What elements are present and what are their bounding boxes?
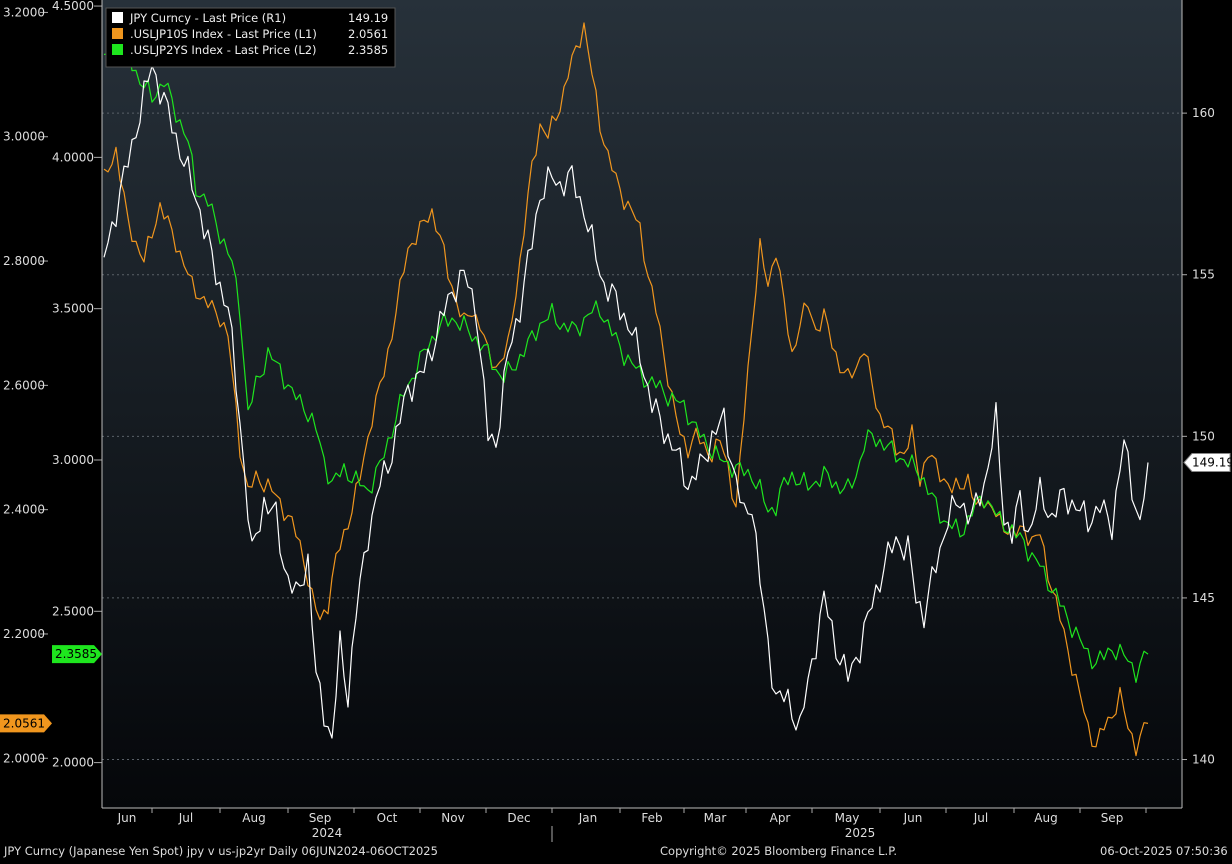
tag-us10jp-bg <box>0 714 52 733</box>
footer: JPY Curncy (Japanese Yen Spot) jpy v us-… <box>3 844 1228 858</box>
grid <box>102 112 1182 761</box>
x-tick-label: Jul <box>178 811 193 825</box>
tick-label-right: 145 <box>1192 591 1215 605</box>
tick-label-left-inner: 2.5000 <box>52 604 94 618</box>
tick-label-left-inner: 4.5000 <box>52 0 94 13</box>
plot-area <box>102 0 1182 808</box>
x-tick-label: Dec <box>507 811 530 825</box>
tick-label-left-inner: 2.0000 <box>52 756 94 770</box>
x-tick-label: Sep <box>1101 811 1124 825</box>
x-tick-label: Nov <box>441 811 464 825</box>
tick-label-left-outer: 2.4000 <box>3 503 45 517</box>
tag-us10jp-value: 2.0561 <box>3 716 45 730</box>
tick-label-left-outer: 2.2000 <box>3 627 45 641</box>
tick-label-right: 160 <box>1192 106 1215 120</box>
legend-value: 2.3585 <box>348 43 388 57</box>
x-tick-label: Aug <box>1034 811 1057 825</box>
legend-label: JPY Curncy - Last Price (R1) <box>129 11 286 25</box>
legend-swatch <box>112 44 123 55</box>
x-tick-label: Sep <box>309 811 332 825</box>
series-layer <box>103 18 1149 757</box>
legend-label: .USLJP10S Index - Last Price (L1) <box>130 27 317 41</box>
tick-label-left-outer: 2.0000 <box>3 751 45 765</box>
footer-copyright: Copyright© 2025 Bloomberg Finance L.P. <box>660 844 897 858</box>
x-year-label: 2024 <box>312 826 343 840</box>
x-tick-label: Apr <box>770 811 791 825</box>
tick-label-right: 155 <box>1192 268 1215 282</box>
x-tick-label: May <box>835 811 860 825</box>
tick-label-left-outer: 2.6000 <box>3 378 45 392</box>
x-tick-label: Oct <box>377 811 398 825</box>
legend-value: 149.19 <box>348 11 388 25</box>
tag-jpy-value: 149.19 <box>1192 455 1232 469</box>
tag-us2jp-value: 2.3585 <box>55 647 97 661</box>
x-tick-label: Feb <box>641 811 662 825</box>
tag-jpy-bg <box>1183 452 1231 472</box>
series-line-jpy <box>103 65 1149 739</box>
legend-swatch <box>112 28 123 39</box>
legend-label: .USLJP2YS Index - Last Price (L2) <box>130 43 317 57</box>
series-line-us2jp <box>103 18 1149 683</box>
legend-value: 2.0561 <box>348 27 388 41</box>
footer-timestamp: 06-Oct-2025 07:50:36 <box>1100 844 1228 858</box>
tick-label-right: 140 <box>1192 753 1215 767</box>
axes: 160 155 150 145 140 3.2000 3.0000 2.8000 2.6000 2… <box>3 0 1215 842</box>
x-tick-label: Jun <box>903 811 923 825</box>
legend-swatch <box>112 12 123 23</box>
legend-box <box>105 7 396 68</box>
tag-us2jp-bg <box>52 645 102 664</box>
x-tick-label: Mar <box>704 811 727 825</box>
x-tick-label: Aug <box>242 811 265 825</box>
tick-label-left-inner: 3.0000 <box>52 453 94 467</box>
x-tick-label: Jul <box>973 811 988 825</box>
tick-label-left-inner: 4.0000 <box>52 150 94 164</box>
x-tick-label: Jan <box>578 811 598 825</box>
last-value-tags: 149.19 2.0561 2.3585 <box>0 452 1232 733</box>
tick-label-left-outer: 3.0000 <box>3 130 45 144</box>
legend: JPY Curncy - Last Price (R1) 149.19 .USLJP… <box>105 7 396 68</box>
x-tick-label: Jun <box>117 811 137 825</box>
tick-label-right: 150 <box>1192 429 1215 443</box>
tick-label-left-inner: 3.5000 <box>52 302 94 316</box>
tick-label-left-outer: 3.2000 <box>3 5 45 19</box>
tick-label-left-outer: 2.8000 <box>3 254 45 268</box>
x-year-label: 2025 <box>845 826 876 840</box>
footer-description: JPY Curncy (Japanese Yen Spot) jpy v us-… <box>3 844 438 858</box>
